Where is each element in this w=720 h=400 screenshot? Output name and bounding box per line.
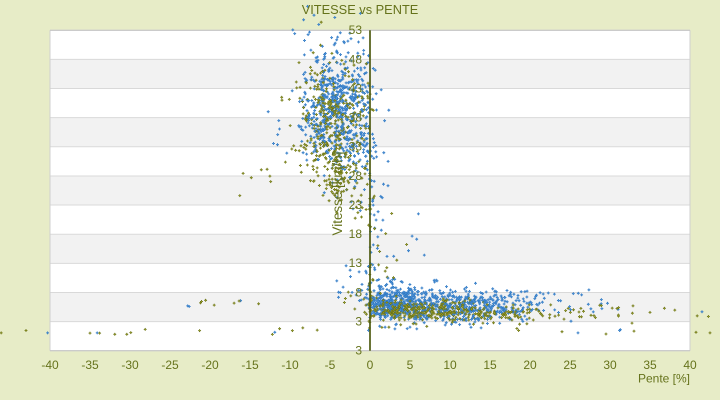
svg-text:13: 13: [349, 256, 363, 270]
svg-text:23: 23: [349, 198, 363, 212]
svg-text:40: 40: [683, 358, 697, 372]
svg-text:-10: -10: [281, 358, 299, 372]
svg-text:-15: -15: [241, 358, 259, 372]
svg-text:53: 53: [349, 23, 363, 37]
svg-text:33: 33: [349, 140, 363, 154]
svg-text:Pente [%]: Pente [%]: [638, 372, 690, 386]
svg-text:Vitesse [km/h]: Vitesse [km/h]: [330, 152, 345, 236]
svg-text:18: 18: [349, 227, 363, 241]
svg-text:-20: -20: [201, 358, 219, 372]
svg-text:48: 48: [349, 52, 363, 66]
svg-text:30: 30: [603, 358, 617, 372]
svg-text:28: 28: [349, 169, 363, 183]
svg-text:15: 15: [483, 358, 497, 372]
svg-text:-30: -30: [121, 358, 139, 372]
svg-text:35: 35: [643, 358, 657, 372]
svg-text:38: 38: [349, 111, 363, 125]
svg-text:VITESSE vs PENTE: VITESSE vs PENTE: [302, 2, 419, 17]
svg-text:8: 8: [355, 285, 362, 299]
svg-text:5: 5: [407, 358, 414, 372]
svg-text:-40: -40: [41, 358, 59, 372]
svg-text:3: 3: [355, 315, 362, 329]
svg-text:-35: -35: [81, 358, 99, 372]
svg-text:20: 20: [523, 358, 537, 372]
svg-text:3: 3: [355, 344, 362, 358]
svg-text:0: 0: [367, 358, 374, 372]
svg-text:43: 43: [349, 82, 363, 96]
svg-text:-25: -25: [161, 358, 179, 372]
svg-text:10: 10: [443, 358, 457, 372]
svg-text:-5: -5: [325, 358, 336, 372]
svg-text:25: 25: [563, 358, 577, 372]
